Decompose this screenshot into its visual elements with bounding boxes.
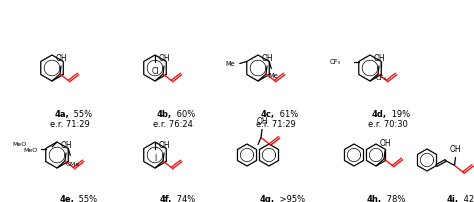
- Text: >95%: >95%: [277, 195, 305, 202]
- Text: OH: OH: [450, 145, 461, 155]
- Text: 61%: 61%: [277, 110, 298, 119]
- Text: 60%: 60%: [174, 110, 195, 119]
- Text: OH: OH: [158, 141, 170, 150]
- Text: CF₃: CF₃: [376, 75, 387, 81]
- Text: OH: OH: [261, 54, 273, 63]
- Text: 55%: 55%: [76, 195, 97, 202]
- Text: OH: OH: [60, 141, 72, 150]
- Text: e.r. 70:30: e.r. 70:30: [368, 120, 408, 129]
- Text: CF₃: CF₃: [330, 59, 341, 64]
- Text: OH: OH: [55, 54, 67, 63]
- Text: MeO: MeO: [24, 147, 38, 153]
- Text: I: I: [154, 154, 156, 163]
- Text: OH: OH: [379, 139, 391, 148]
- Text: 4f,: 4f,: [160, 195, 172, 202]
- Text: 55%: 55%: [71, 110, 92, 119]
- Text: 42%: 42%: [461, 195, 474, 202]
- Text: 19%: 19%: [389, 110, 410, 119]
- Text: OH: OH: [373, 54, 385, 63]
- Text: Cl: Cl: [151, 67, 159, 76]
- Text: 74%: 74%: [174, 195, 195, 202]
- Text: 78%: 78%: [384, 195, 405, 202]
- Text: e.r. 76:24: e.r. 76:24: [153, 120, 193, 129]
- Text: Me: Me: [225, 61, 235, 66]
- Text: MeO: MeO: [12, 142, 27, 147]
- Text: e.r. 71:29: e.r. 71:29: [256, 120, 296, 129]
- Text: 4b,: 4b,: [157, 110, 172, 119]
- Text: OH: OH: [256, 118, 268, 126]
- Text: e.r. 71:29: e.r. 71:29: [50, 120, 90, 129]
- Text: 4a,: 4a,: [54, 110, 69, 119]
- Text: OMe: OMe: [65, 162, 79, 167]
- Text: 4d,: 4d,: [372, 110, 387, 119]
- Text: 4e,: 4e,: [59, 195, 74, 202]
- Text: 4i,: 4i,: [447, 195, 459, 202]
- Text: OH: OH: [158, 54, 170, 63]
- Text: 4c,: 4c,: [261, 110, 275, 119]
- Text: 4g,: 4g,: [260, 195, 275, 202]
- Text: 4h,: 4h,: [367, 195, 382, 202]
- Text: Me: Me: [268, 73, 278, 79]
